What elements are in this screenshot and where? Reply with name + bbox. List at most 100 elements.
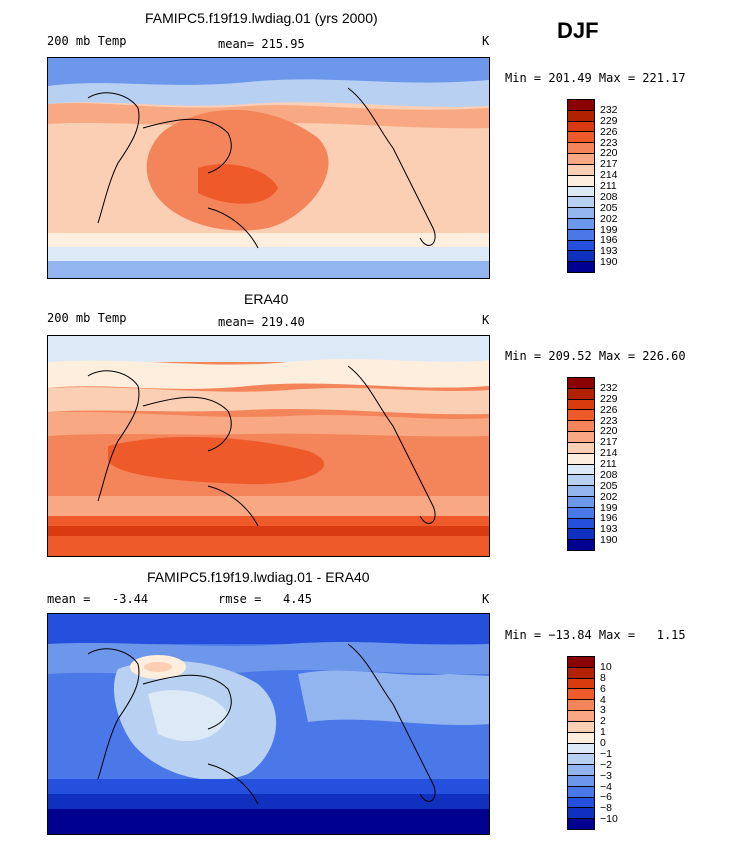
colorbar-tick-label: −3 <box>600 769 612 782</box>
panel3-colorbar-swatch <box>568 657 594 668</box>
colorbar-tick-label: 229 <box>600 392 618 405</box>
colorbar-tick-label: 226 <box>600 125 618 138</box>
colorbar-tick-label: 199 <box>600 501 618 514</box>
panel3-colorbar-ticks: 10 8 6 4 3 2 1 0 −1 −2 −3 −4 −6 −8 −10 <box>600 656 640 830</box>
panel3-colorbar-swatch <box>568 667 594 679</box>
colorbar-tick-label: 3 <box>600 704 606 717</box>
panel1-colorbar-swatch <box>568 186 594 198</box>
panel1-colorbar-swatch <box>568 251 594 263</box>
panel2-colorbar-swatch <box>568 464 594 476</box>
colorbar-tick-label: 193 <box>600 245 618 258</box>
colorbar-tick-label: −1 <box>600 747 612 760</box>
panel3-colorbar-swatch <box>568 678 594 690</box>
panel1-colorbar-swatch <box>568 143 594 155</box>
panel1-colorbar-swatch <box>568 262 594 272</box>
colorbar-tick-label: 214 <box>600 169 618 182</box>
colorbar-tick-label: 232 <box>600 381 618 394</box>
panel3-colorbar-swatch <box>568 754 594 766</box>
colorbar-tick-label: 1 <box>600 726 606 739</box>
colorbar-tick-label: −2 <box>600 758 612 771</box>
colorbar-tick-label: −6 <box>600 791 612 804</box>
panel1-map-svg <box>48 58 489 278</box>
colorbar-tick-label: 208 <box>600 468 618 481</box>
panel3-colorbar-swatch <box>568 765 594 776</box>
panel1-units-label: K <box>482 34 490 48</box>
panel2-colorbar-ticks: 232 229 226 223 220 217 214 211 208 205 … <box>600 377 640 551</box>
panel2-colorbar-swatch <box>568 421 594 433</box>
colorbar-tick-label: 2 <box>600 715 606 728</box>
colorbar-tick-label: −4 <box>600 780 612 793</box>
colorbar-tick-label: 8 <box>600 671 606 684</box>
panel3-colorbar-swatch <box>568 732 594 744</box>
panel2-colorbar-swatch <box>568 518 594 530</box>
panel2-minmax-label: Min = 209.52 Max = 226.60 <box>505 349 686 363</box>
colorbar-tick-label: 214 <box>600 447 618 460</box>
panel3-mean-label: mean = -3.44 <box>47 592 149 606</box>
colorbar-tick-label: 6 <box>600 682 606 695</box>
panel1-colorbar-swatch <box>568 197 594 209</box>
panel3-map <box>47 613 490 835</box>
panel2-colorbar-swatch <box>568 432 594 443</box>
panel1-colorbar-swatch <box>568 229 594 241</box>
colorbar-tick-label: 232 <box>600 103 618 116</box>
panel3-colorbar-swatch <box>568 775 594 787</box>
panel3-colorbar-swatch <box>568 808 594 820</box>
panel2-map <box>47 335 490 557</box>
panel2-colorbar-swatch <box>568 529 594 541</box>
panel1-colorbar-swatch <box>568 100 594 111</box>
panel2-colorbar-swatch <box>568 388 594 400</box>
colorbar-tick-label: 193 <box>600 523 618 536</box>
panel2-colorbar-swatch <box>568 410 594 422</box>
panel3-minmax-label: Min = −13.84 Max = 1.15 <box>505 628 686 642</box>
panel1-mean-label: mean= 215.95 <box>218 37 305 51</box>
panel3-colorbar <box>567 656 595 830</box>
panel1-title: FAMIPC5.f19f19.lwdiag.01 (yrs 2000) <box>145 10 378 26</box>
panel3-colorbar-swatch <box>568 786 594 798</box>
panel2-colorbar-swatch <box>568 486 594 497</box>
colorbar-tick-label: 196 <box>600 234 618 247</box>
colorbar-tick-label: 211 <box>600 458 617 470</box>
panel1-colorbar-swatch <box>568 154 594 165</box>
colorbar-tick-label: 220 <box>600 425 618 438</box>
panel2-colorbar-swatch <box>568 540 594 550</box>
panel1-colorbar-ticks: 232 229 226 223 220 217 214 211 208 205 … <box>600 99 640 273</box>
panel1-colorbar-swatch <box>568 132 594 144</box>
panel2-colorbar-swatch <box>568 442 594 454</box>
colorbar-tick-label: 217 <box>600 436 618 449</box>
panel2-title: ERA40 <box>244 291 289 307</box>
colorbar-tick-label: 229 <box>600 114 618 127</box>
colorbar-tick-label: −10 <box>600 813 618 826</box>
season-label: DJF <box>557 18 599 43</box>
panel1-colorbar-swatch <box>568 110 594 122</box>
colorbar-tick-label: 211 <box>600 180 617 192</box>
colorbar-tick-label: 223 <box>600 136 618 149</box>
panel2-colorbar-swatch <box>568 399 594 411</box>
colorbar-tick-label: 0 <box>600 737 606 749</box>
panel2-colorbar-swatch <box>568 496 594 508</box>
colorbar-tick-label: 202 <box>600 212 618 225</box>
panel1-colorbar <box>567 99 595 273</box>
panel3-colorbar-swatch <box>568 819 594 829</box>
panel2-colorbar-swatch <box>568 507 594 519</box>
colorbar-tick-label: 220 <box>600 147 618 160</box>
panel1-colorbar-swatch <box>568 175 594 187</box>
colorbar-tick-label: 199 <box>600 223 618 236</box>
colorbar-tick-label: −8 <box>600 802 612 815</box>
panel3-colorbar-swatch <box>568 797 594 809</box>
panel1-minmax-label: Min = 201.49 Max = 221.17 <box>505 71 686 85</box>
panel1-left-label: 200 mb Temp <box>47 34 127 48</box>
panel3-colorbar-swatch <box>568 721 594 733</box>
colorbar-tick-label: 10 <box>600 660 612 673</box>
colorbar-tick-label: 196 <box>600 512 618 525</box>
panel3-map-svg <box>48 614 489 834</box>
panel3-rmse-label: rmse = 4.45 <box>218 592 312 606</box>
colorbar-tick-label: 205 <box>600 201 618 214</box>
panel2-colorbar-swatch <box>568 475 594 487</box>
colorbar-tick-label: 205 <box>600 479 618 492</box>
panel1-colorbar-swatch <box>568 240 594 252</box>
panel3-colorbar-swatch <box>568 711 594 722</box>
panel2-colorbar-swatch <box>568 453 594 465</box>
colorbar-tick-label: 190 <box>600 256 618 269</box>
panel3-colorbar-swatch <box>568 700 594 712</box>
panel2-left-label: 200 mb Temp <box>47 311 127 325</box>
